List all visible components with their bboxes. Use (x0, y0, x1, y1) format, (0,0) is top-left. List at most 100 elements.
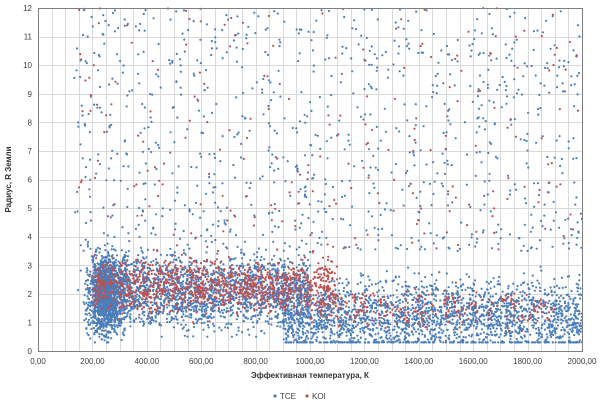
data-point-tce (435, 336, 438, 339)
data-point-tce (103, 275, 107, 278)
data-point-tce (185, 329, 189, 332)
data-point-tce (270, 317, 273, 320)
data-point-tce (367, 301, 370, 305)
data-point-tce (578, 324, 581, 327)
data-point-tce (255, 268, 258, 271)
data-point-tce (154, 314, 157, 318)
data-point-tce (240, 251, 243, 254)
data-point-tce (188, 264, 191, 267)
data-point-tce (179, 284, 182, 287)
data-point-tce (231, 309, 234, 312)
data-point-tce (250, 316, 253, 319)
data-point-tce (273, 263, 276, 266)
data-point-tce (415, 285, 418, 289)
data-point-tce (122, 275, 125, 278)
data-point-tce (124, 251, 127, 254)
data-point-tce (440, 311, 443, 314)
data-point-tce (282, 296, 285, 299)
data-point-tce (428, 324, 431, 327)
data-point-tce (464, 288, 467, 291)
data-point-tce (287, 316, 290, 319)
data-point-tce (398, 302, 401, 305)
data-point-tce (162, 286, 165, 289)
data-point-tce (306, 267, 309, 270)
data-points (73, 7, 584, 344)
data-point-tce (239, 310, 242, 313)
data-point-tce (228, 258, 232, 261)
data-point-tce (547, 302, 550, 305)
data-point-tce (537, 316, 540, 320)
data-point-tce (135, 317, 138, 320)
data-point-tce (176, 322, 179, 325)
data-point-tce (450, 310, 453, 313)
data-point-tce (307, 331, 310, 334)
data-point-tce (264, 320, 267, 323)
data-point-tce (168, 278, 172, 281)
data-point-tce (118, 308, 121, 311)
data-point-tce (170, 274, 173, 277)
data-point-tce (548, 329, 551, 332)
data-point-tce (103, 298, 106, 301)
data-point-tce (494, 341, 497, 344)
data-point-tce (535, 286, 538, 289)
data-point-tce (212, 310, 215, 313)
data-point-tce (105, 323, 108, 326)
data-point-tce (435, 323, 438, 326)
data-point-tce (161, 277, 164, 280)
data-point-tce (574, 296, 577, 299)
data-point-tce (311, 341, 314, 344)
data-point-tce (495, 333, 498, 336)
data-point-tce (183, 272, 186, 275)
data-point-tce (192, 308, 195, 311)
data-point-tce (450, 314, 453, 317)
data-point-tce (92, 321, 95, 325)
data-point-tce (107, 250, 110, 253)
data-point-tce (426, 338, 430, 341)
data-point-tce (101, 299, 104, 302)
data-point-tce (328, 308, 331, 311)
data-point-tce (143, 271, 146, 274)
data-point-tce (268, 317, 271, 320)
data-point-tce (289, 261, 292, 264)
data-point-tce (489, 280, 493, 283)
data-point-tce (374, 282, 377, 286)
data-point-tce (203, 310, 206, 313)
data-point-tce (111, 245, 114, 248)
data-point-tce (152, 259, 155, 262)
data-point-tce (441, 332, 444, 335)
data-point-tce (279, 325, 282, 328)
data-point-tce (270, 323, 273, 326)
data-point-tce (166, 286, 169, 289)
data-point-tce (426, 323, 429, 326)
data-point-tce (143, 257, 146, 260)
data-point-tce (85, 301, 88, 304)
data-point-tce (458, 322, 461, 325)
data-point-tce (576, 290, 579, 293)
data-point-tce (328, 323, 331, 326)
data-point-tce (182, 326, 185, 329)
data-point-tce (572, 298, 575, 301)
data-point-tce (372, 327, 375, 331)
data-point-tce (103, 335, 106, 338)
data-point-tce (229, 314, 232, 317)
data-point-tce (431, 313, 435, 316)
data-point-tce (231, 304, 234, 307)
data-point-tce (181, 280, 184, 283)
data-point-tce (294, 338, 297, 341)
data-point-tce (166, 313, 169, 316)
data-point-tce (185, 279, 189, 282)
data-point-tce (329, 334, 332, 337)
data-point-tce (295, 299, 298, 302)
data-point-tce (151, 317, 154, 320)
data-point-tce (203, 308, 206, 311)
data-point-tce (484, 306, 487, 310)
data-point-tce (166, 295, 170, 298)
data-point-tce (114, 264, 117, 267)
data-point-tce (274, 310, 277, 313)
data-point-tce (103, 244, 106, 247)
data-point-tce (186, 315, 189, 318)
data-point-tce (192, 335, 195, 338)
data-point-tce (131, 307, 134, 311)
data-point-tce (447, 286, 450, 289)
data-point-tce (435, 279, 438, 282)
